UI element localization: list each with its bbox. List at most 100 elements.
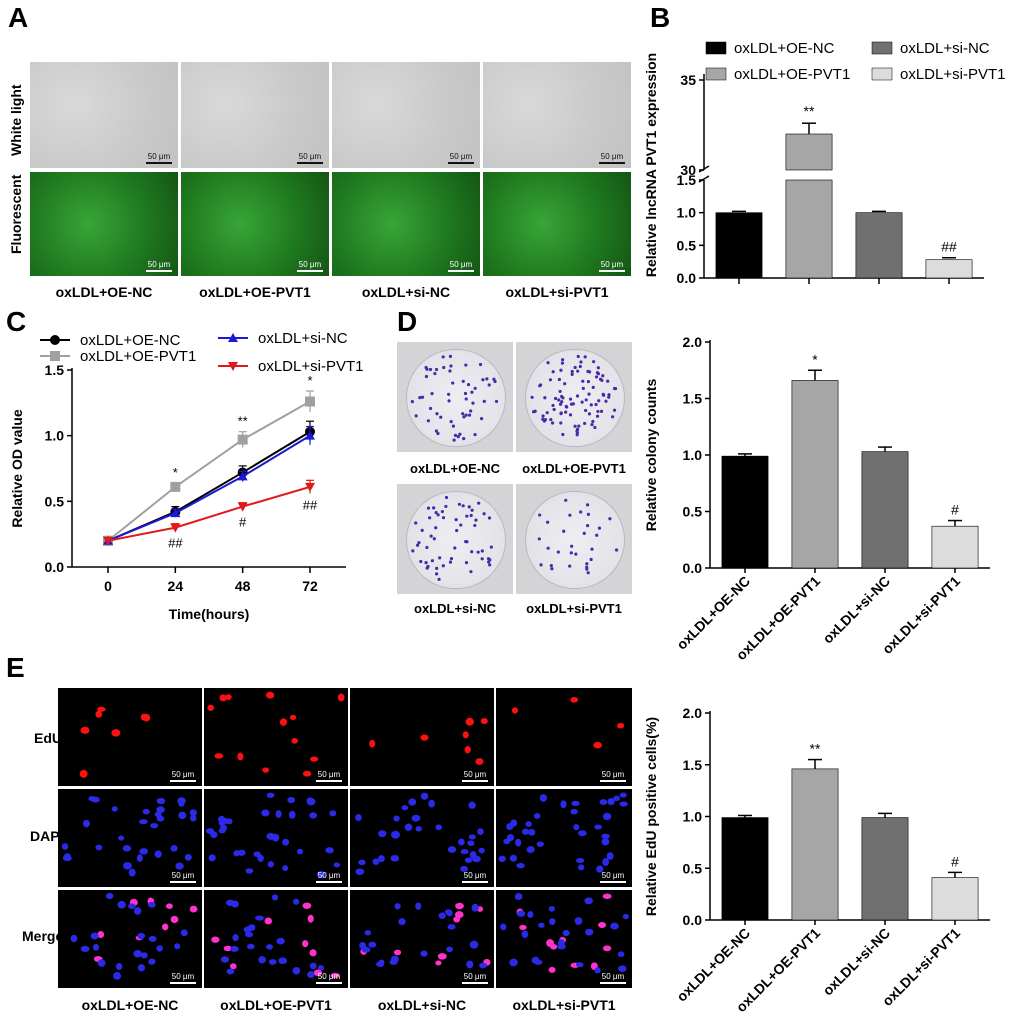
scale-bar: 50 μm [462, 770, 488, 782]
colony [579, 510, 583, 514]
colony [467, 505, 471, 509]
y-tick-label: 0.0 [683, 560, 703, 576]
y-axis-label: Relative EdU positive cells(%) [643, 717, 659, 916]
colony [462, 437, 466, 441]
colony [607, 393, 611, 397]
nucleus [509, 854, 518, 862]
nucleus [262, 767, 270, 773]
colony [546, 361, 550, 365]
nucleus [428, 799, 435, 808]
legend-label: oxLDL+si-PVT1 [258, 358, 363, 375]
nucleus [165, 903, 173, 909]
nucleus [154, 850, 162, 858]
nucleus [466, 960, 474, 969]
colony [573, 365, 577, 370]
colony [606, 379, 610, 383]
nucleus [220, 956, 230, 963]
colony [607, 395, 611, 399]
colony [568, 397, 573, 401]
colony [457, 502, 462, 506]
micrograph-merge-si-pvt1: 50 μm [496, 890, 632, 988]
nucleus [372, 858, 380, 865]
colony [589, 403, 593, 407]
nucleus [519, 924, 527, 931]
colony [466, 383, 471, 387]
colony [434, 572, 439, 576]
nucleus [471, 903, 479, 912]
colony [578, 364, 582, 369]
group-caption: oxLDL+si-PVT1 [505, 284, 609, 300]
colony [559, 412, 563, 416]
micrograph-dapi-oe-nc: 50 μm [58, 789, 202, 887]
colony [473, 523, 477, 528]
colony [420, 395, 425, 399]
nucleus [62, 855, 72, 862]
colony [420, 528, 424, 532]
nucleus [218, 828, 226, 834]
nucleus [80, 945, 90, 952]
nucleus [117, 900, 126, 909]
colony [433, 371, 437, 376]
nucleus [142, 808, 150, 815]
nucleus [210, 831, 218, 839]
colony [414, 521, 418, 525]
data-point [305, 482, 315, 492]
data-point [50, 351, 60, 361]
data-point [305, 396, 315, 407]
nucleus [123, 862, 132, 870]
nucleus [307, 971, 315, 979]
nucleus [111, 806, 118, 812]
colony [568, 564, 572, 568]
nucleus [306, 797, 316, 806]
colony [570, 544, 574, 548]
nucleus [156, 806, 165, 814]
colony [561, 432, 565, 437]
colony [596, 366, 600, 370]
colony [593, 425, 597, 430]
legend-label: oxLDL+OE-NC [734, 40, 835, 57]
scale-bar: 50 μm [462, 972, 488, 984]
nucleus [266, 944, 274, 950]
colony [543, 396, 547, 400]
nucleus [446, 946, 454, 953]
nucleus [613, 795, 620, 802]
nucleus [140, 713, 148, 721]
nucleus [178, 811, 187, 820]
colony [560, 361, 565, 365]
nucleus [571, 800, 580, 807]
colony-dish-si-pvt1 [516, 484, 632, 594]
nucleus [161, 923, 169, 931]
nucleus [617, 951, 625, 958]
axis-break [698, 165, 710, 173]
nucleus [578, 830, 587, 837]
nucleus [573, 824, 580, 831]
colony [485, 377, 489, 381]
colony [559, 368, 563, 372]
nucleus [408, 798, 417, 806]
nucleus [411, 814, 421, 822]
colony [549, 417, 553, 422]
nucleus [602, 945, 612, 952]
nucleus [292, 967, 301, 975]
micrograph-edu-si-nc: 50 μm [350, 688, 494, 786]
colony [470, 390, 474, 394]
nucleus [479, 962, 487, 969]
colony [586, 379, 590, 384]
colony [574, 552, 578, 556]
nucleus [602, 858, 610, 866]
nucleus [137, 964, 146, 972]
micrograph-dapi-si-nc: 50 μm [350, 789, 494, 887]
significance-mark: ** [810, 741, 821, 757]
colony [449, 364, 453, 368]
colony [465, 540, 469, 544]
nucleus [460, 865, 469, 872]
bar [721, 455, 769, 569]
nucleus [175, 862, 184, 870]
y-tick-label: 0.0 [677, 270, 697, 286]
colony [583, 355, 587, 359]
nucleus [302, 902, 312, 909]
row-label-white-light: White light [8, 84, 24, 156]
colony [441, 564, 445, 568]
colony [488, 563, 492, 567]
nucleus [111, 729, 121, 737]
